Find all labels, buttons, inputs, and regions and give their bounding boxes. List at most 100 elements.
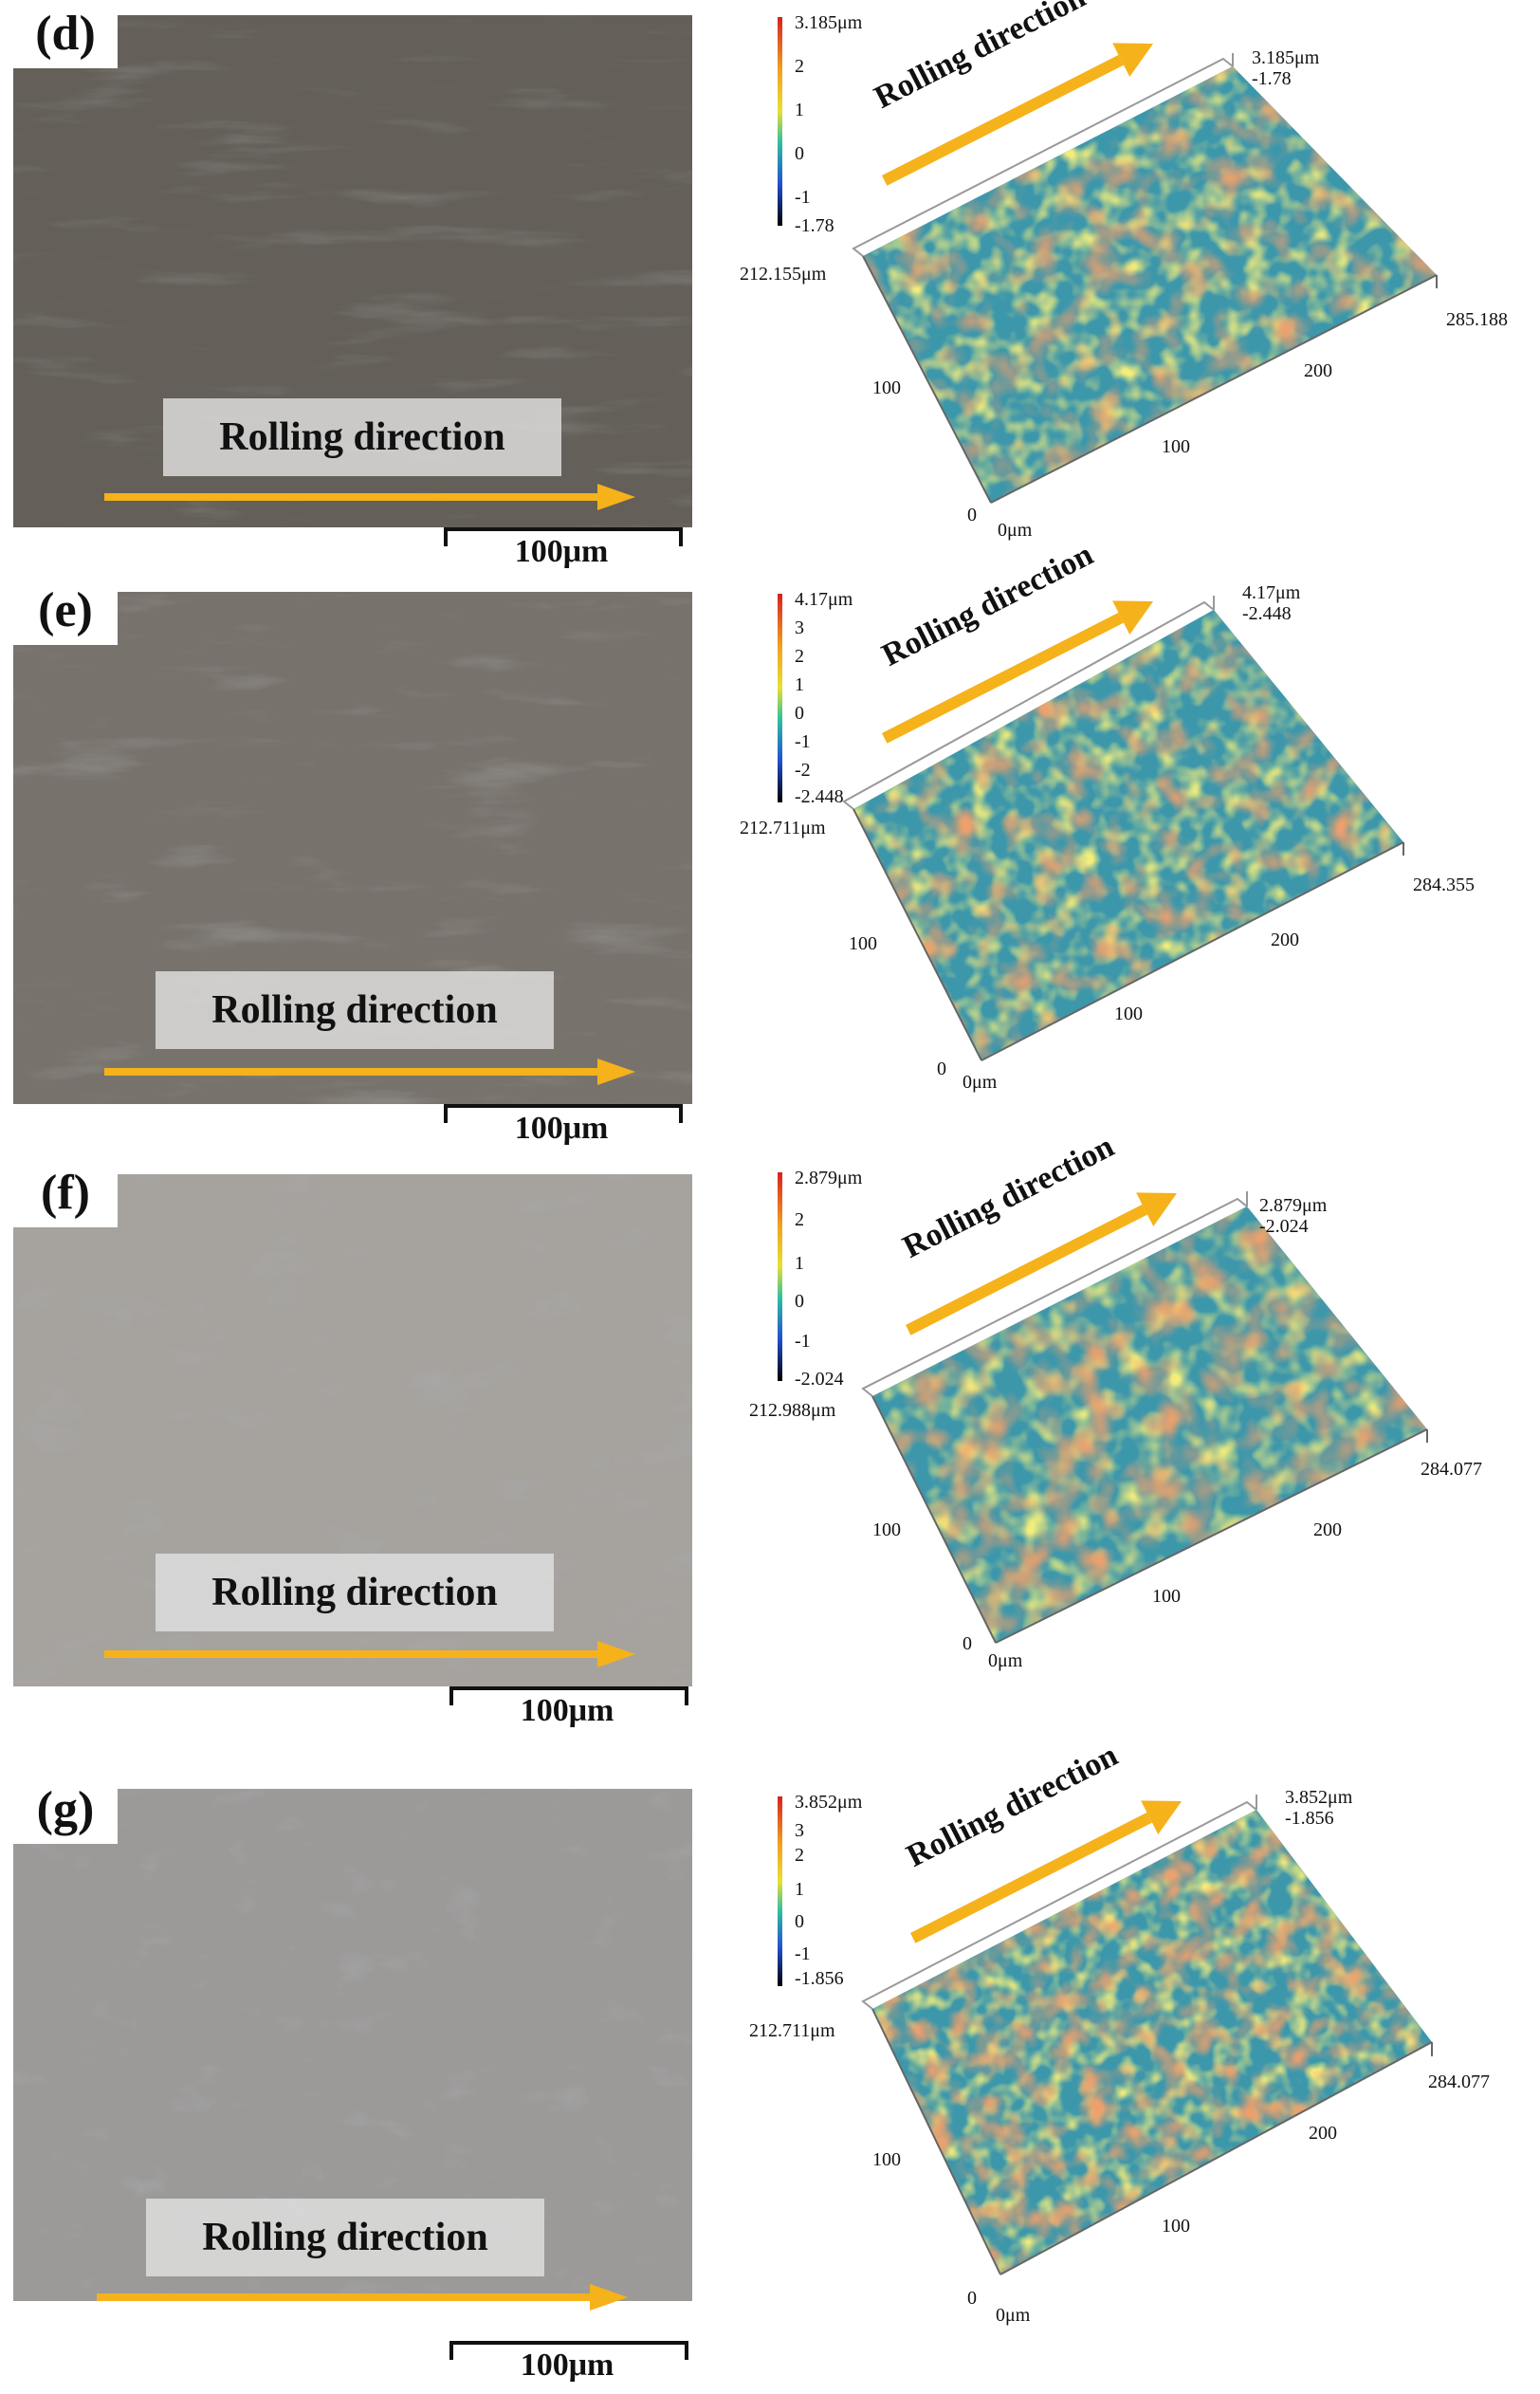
surface-profile-d: 3.185μm 2 1 0 -1 -1.78 bbox=[740, 0, 1540, 569]
surface-profile-f: 2.879μm 2 1 0 -1 -2.024 bbox=[740, 1129, 1540, 1728]
z-max-label: 3.852μm bbox=[1285, 1787, 1353, 1808]
colorbar-label: 1 bbox=[795, 1879, 804, 1900]
z-min-label: -1.856 bbox=[1285, 1808, 1334, 1829]
panel-label: (e) bbox=[13, 577, 118, 645]
surface-plot bbox=[861, 1795, 1433, 2275]
x-tick-label: 100 bbox=[1162, 2216, 1190, 2237]
surface-plot bbox=[842, 596, 1404, 1061]
x-tick-label: 200 bbox=[1304, 360, 1332, 381]
colorbar-label: -2.448 bbox=[795, 786, 844, 807]
y-extent-label: 212.988μm bbox=[749, 1400, 836, 1421]
scale-bar-line bbox=[449, 1686, 688, 1705]
scale-bar: 100μm bbox=[444, 1104, 683, 1146]
y-tick-label: 100 bbox=[849, 933, 877, 954]
z-max-label: 3.185μm bbox=[1252, 47, 1320, 68]
colorbar-label: 4.17μm bbox=[795, 589, 853, 610]
scale-bar: 100μm bbox=[449, 1686, 688, 1728]
scale-bar-label: 100μm bbox=[520, 1693, 614, 1728]
x-extent-label: 285.188 bbox=[1446, 309, 1508, 330]
panel-d: (d) Rolling direction 100μm 3.185μm 2 1 … bbox=[0, 0, 1540, 569]
x-origin-label: 0μm bbox=[998, 520, 1033, 541]
colorbar-label: 1 bbox=[795, 100, 804, 120]
micrograph-d bbox=[13, 15, 692, 527]
colorbar-label: 2.879μm bbox=[795, 1168, 863, 1188]
rolling-direction-label: Rolling direction bbox=[163, 398, 561, 476]
y-tick-label: 100 bbox=[872, 378, 901, 398]
x-tick-label: 200 bbox=[1313, 1519, 1342, 1540]
colorbar-label: -1.78 bbox=[795, 215, 834, 236]
panel-label: (g) bbox=[13, 1776, 118, 1844]
colorbar bbox=[778, 1172, 782, 1381]
z-max-label: 4.17μm bbox=[1242, 582, 1301, 603]
colorbar-label: 3.185μm bbox=[795, 12, 863, 33]
surface-profile-g: 3.852μm 3 2 1 0 -1 -1.856 bbox=[740, 1738, 1540, 2350]
rolling-direction-arrow bbox=[104, 1059, 635, 1085]
surface-profile-e: 4.17μm 3 2 1 0 -1 -2 -2.448 bbox=[740, 537, 1540, 1146]
panel-label: (f) bbox=[13, 1159, 118, 1227]
x-extent-label: 284.077 bbox=[1421, 1459, 1482, 1480]
scale-bar-label: 100μm bbox=[520, 2348, 614, 2383]
rolling-direction-arrow bbox=[97, 2284, 628, 2311]
colorbar-label: 3 bbox=[795, 1820, 804, 1841]
panel-e: (e) Rolling direction 100μm 4.17μm 3 2 1… bbox=[0, 537, 1540, 1146]
colorbar bbox=[778, 1796, 782, 1986]
y-tick-label: 100 bbox=[872, 2149, 901, 2170]
rolling-direction-arrow bbox=[104, 1641, 635, 1667]
scale-bar-line bbox=[449, 2341, 688, 2360]
panel-label: (d) bbox=[13, 0, 118, 68]
panel-f: (f) Rolling direction 100μm 2.879μm 2 1 … bbox=[0, 1129, 1540, 1728]
z-min-label: -2.448 bbox=[1242, 603, 1292, 624]
colorbar-label: 1 bbox=[795, 674, 804, 695]
x-origin-label: 0μm bbox=[988, 1650, 1023, 1671]
colorbar-label: 3.852μm bbox=[795, 1792, 863, 1813]
colorbar-label: 2 bbox=[795, 646, 804, 667]
z-min-label: -2.024 bbox=[1259, 1216, 1309, 1237]
colorbar-label: 0 bbox=[795, 1291, 804, 1312]
y-origin-label: 0 bbox=[967, 505, 977, 525]
y-origin-label: 0 bbox=[962, 1633, 972, 1654]
surface-plot bbox=[861, 1191, 1428, 1644]
scale-bar: 100μm bbox=[449, 2341, 688, 2383]
y-extent-label: 212.155μm bbox=[740, 264, 827, 285]
colorbar-label: -1 bbox=[795, 731, 811, 752]
colorbar-label: 0 bbox=[795, 703, 804, 724]
colorbar bbox=[778, 17, 782, 226]
rolling-direction-label: Rolling direction bbox=[146, 2199, 544, 2276]
surface-plot bbox=[852, 43, 1438, 504]
colorbar-label: -1.856 bbox=[795, 1968, 844, 1989]
z-max-label: 2.879μm bbox=[1259, 1195, 1328, 1216]
x-extent-label: 284.077 bbox=[1428, 2072, 1490, 2092]
colorbar-label: 1 bbox=[795, 1253, 804, 1274]
colorbar-label: -2 bbox=[795, 760, 811, 781]
y-extent-label: 212.711μm bbox=[740, 818, 826, 838]
x-tick-label: 100 bbox=[1152, 1586, 1181, 1607]
x-tick-label: 200 bbox=[1271, 930, 1299, 950]
x-tick-label: 100 bbox=[1162, 436, 1190, 457]
colorbar-label: 2 bbox=[795, 1845, 804, 1866]
colorbar-label: -1 bbox=[795, 187, 811, 208]
y-extent-label: 212.711μm bbox=[749, 2020, 835, 2041]
colorbar-label: 2 bbox=[795, 56, 804, 77]
rolling-direction-arrow bbox=[104, 484, 635, 510]
scale-bar-label: 100μm bbox=[514, 534, 609, 569]
x-origin-label: 0μm bbox=[962, 1072, 998, 1093]
y-tick-label: 100 bbox=[872, 1519, 901, 1540]
rolling-direction-label: Rolling direction bbox=[156, 1554, 554, 1631]
scale-bar-line bbox=[444, 527, 683, 546]
colorbar-label: 3 bbox=[795, 617, 804, 638]
colorbar-label: -1 bbox=[795, 1943, 811, 1964]
colorbar-label: 0 bbox=[795, 143, 804, 164]
colorbar-label: 2 bbox=[795, 1209, 804, 1230]
scale-bar: 100μm bbox=[444, 527, 683, 569]
z-min-label: -1.78 bbox=[1252, 68, 1292, 89]
y-origin-label: 0 bbox=[967, 2288, 977, 2309]
colorbar-label: 0 bbox=[795, 1911, 804, 1932]
x-tick-label: 200 bbox=[1309, 2123, 1337, 2144]
y-origin-label: 0 bbox=[937, 1059, 946, 1079]
colorbar bbox=[778, 594, 782, 802]
panel-g: (g) Rolling direction 100μm 3.852μm 3 2 … bbox=[0, 1738, 1540, 2383]
rolling-direction-label: Rolling direction bbox=[156, 971, 554, 1049]
scale-bar-label: 100μm bbox=[514, 1111, 609, 1146]
x-tick-label: 100 bbox=[1114, 1004, 1143, 1024]
colorbar-label: -1 bbox=[795, 1331, 811, 1352]
